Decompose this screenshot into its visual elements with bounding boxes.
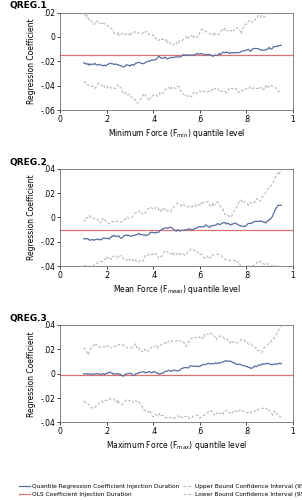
X-axis label: Minimum Force (F$_{\mathit{min}}$) quantile level: Minimum Force (F$_{\mathit{min}}$) quant…: [108, 127, 246, 140]
Text: QREG.1: QREG.1: [9, 2, 47, 11]
Legend: Quantile Regression Coefficient Injection Duration, OLS Coefficient Injection Du: Quantile Regression Coefficient Injectio…: [19, 484, 302, 497]
Y-axis label: Regression Coefficient: Regression Coefficient: [27, 18, 37, 104]
Text: QREG.2: QREG.2: [9, 158, 47, 166]
X-axis label: Mean Force (F$_{\mathit{mean}}$) quantile level: Mean Force (F$_{\mathit{mean}}$) quantil…: [113, 283, 241, 296]
Y-axis label: Regression Coefficient: Regression Coefficient: [27, 331, 37, 416]
Text: QREG.3: QREG.3: [9, 314, 47, 322]
Y-axis label: Regression Coefficient: Regression Coefficient: [27, 174, 37, 260]
X-axis label: Maximum Force (F$_{\mathit{max}}$) quantile level: Maximum Force (F$_{\mathit{max}}$) quant…: [106, 439, 247, 452]
